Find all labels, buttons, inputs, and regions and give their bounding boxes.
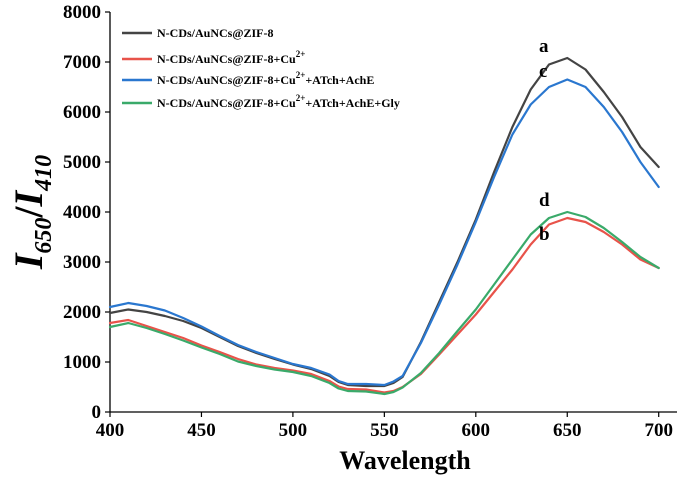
legend-label-3: N-CDs/AuNCs@ZIF-8+Cu2++ATch+AchE+Gly — [157, 93, 400, 110]
series-line-c — [108, 78, 660, 387]
y-tick-label-8: 8000 — [63, 2, 101, 23]
y-tick-label-6: 6000 — [63, 102, 101, 123]
y-axis-title: I650/I410 — [6, 155, 57, 270]
y-tick-label-4: 4000 — [63, 202, 101, 223]
legend-item-2: N-CDs/AuNCs@ZIF-8+Cu2++ATch+AchE — [122, 70, 374, 87]
legend-item-3: N-CDs/AuNCs@ZIF-8+Cu2++ATch+AchE+Gly — [122, 93, 400, 110]
curve-letter-b: b — [539, 224, 550, 245]
x-tick-label-3: 550 — [370, 420, 399, 441]
curve-letter-a: a — [539, 36, 549, 57]
x-axis-title: Wavelength — [339, 446, 471, 475]
series-lines — [108, 56, 660, 396]
y-ticks: 0 1000 2000 3000 4000 5000 6000 7000 8000 — [63, 2, 110, 423]
curve-letter-c: c — [539, 61, 547, 82]
legend-item-1: N-CDs/AuNCs@ZIF-8+Cu2+ — [122, 49, 305, 66]
legend-item-0: N-CDs/AuNCs@ZIF-8 — [122, 26, 274, 40]
legend-label-0: N-CDs/AuNCs@ZIF-8 — [157, 26, 274, 40]
x-tick-label-5: 650 — [553, 420, 582, 441]
y-tick-label-5: 5000 — [63, 152, 101, 173]
legend-label-2: N-CDs/AuNCs@ZIF-8+Cu2++ATch+AchE — [157, 70, 374, 87]
y-tick-label-3: 3000 — [63, 252, 101, 273]
x-ticks: 400 450 500 550 600 650 700 — [96, 412, 673, 441]
x-tick-label-2: 500 — [279, 420, 308, 441]
curve-letter-d: d — [539, 190, 550, 211]
y-tick-label-7: 7000 — [63, 52, 101, 73]
series-line-b — [108, 216, 660, 394]
series-line-d — [108, 210, 660, 396]
x-tick-label-1: 450 — [187, 420, 216, 441]
y-tick-label-0: 0 — [92, 402, 102, 423]
y-tick-label-2: 2000 — [63, 302, 101, 323]
x-tick-label-6: 700 — [644, 420, 673, 441]
plot-frame — [109, 12, 677, 413]
legend-label-1: N-CDs/AuNCs@ZIF-8+Cu2+ — [157, 49, 305, 66]
y-tick-label-1: 1000 — [63, 352, 101, 373]
x-tick-label-0: 400 — [96, 420, 125, 441]
legend: N-CDs/AuNCs@ZIF-8 N-CDs/AuNCs@ZIF-8+Cu2+… — [122, 26, 400, 110]
x-tick-label-4: 600 — [462, 420, 491, 441]
